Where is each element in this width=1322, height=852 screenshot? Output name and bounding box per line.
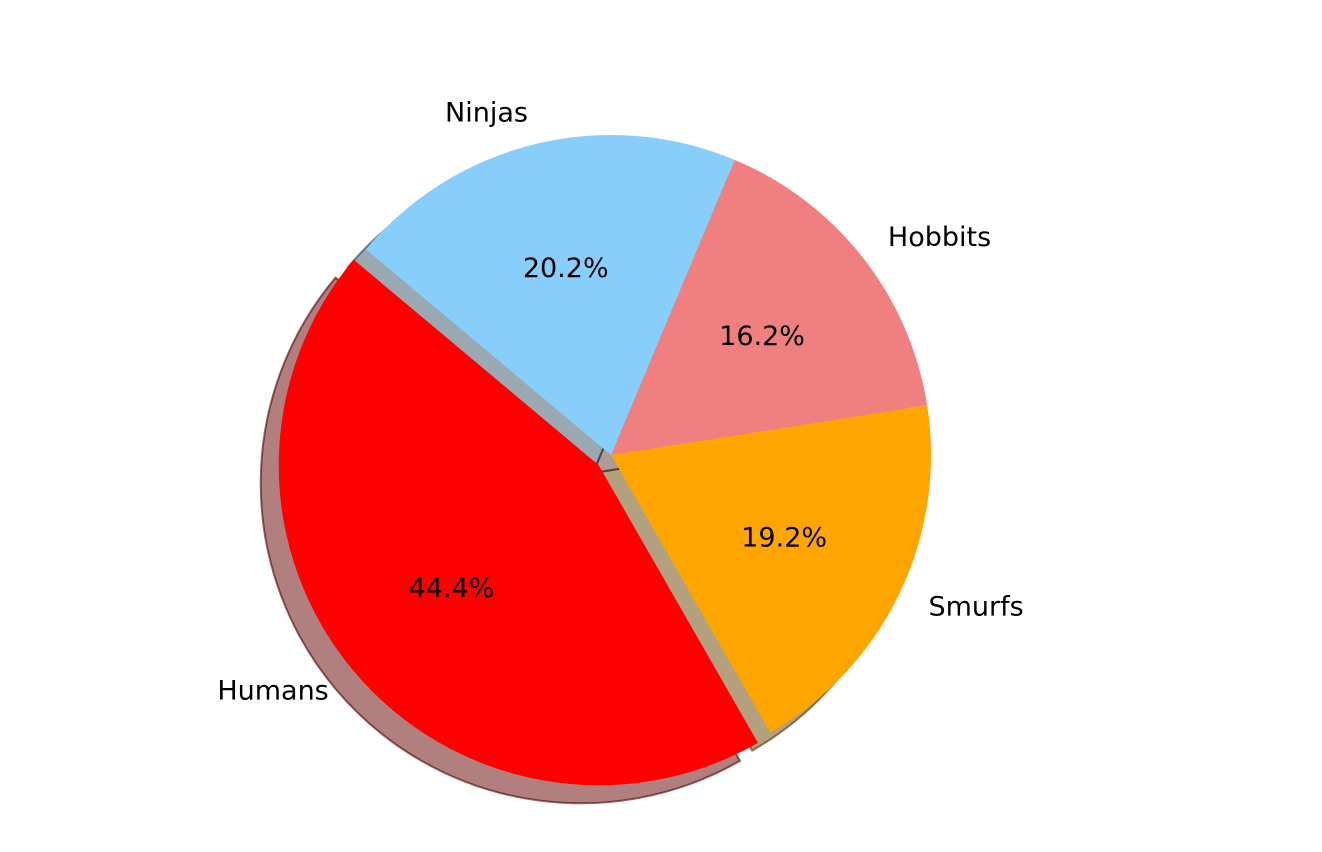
pie-slices <box>278 135 932 786</box>
pie-slice-smurfs <box>611 405 932 733</box>
pie-slice-hobbits <box>611 159 928 455</box>
pie-slice-ninjas <box>365 135 735 455</box>
slice-labels: Humans 44.4% Smurfs 19.2% Hobbits 16.2% Ninjas… <box>217 97 1023 706</box>
slice-percent-hobbits: 16.2% <box>719 321 805 352</box>
slice-percent-smurfs: 19.2% <box>741 522 827 553</box>
slice-label-ninjas: Ninjas <box>445 97 528 128</box>
slice-label-humans: Humans <box>217 676 328 707</box>
slice-percent-ninjas: 20.2% <box>523 253 609 284</box>
slice-percent-humans: 44.4% <box>409 573 495 604</box>
slice-label-hobbits: Hobbits <box>888 222 991 253</box>
slice-label-smurfs: Smurfs <box>928 592 1023 623</box>
pie-slice-humans <box>278 259 758 786</box>
